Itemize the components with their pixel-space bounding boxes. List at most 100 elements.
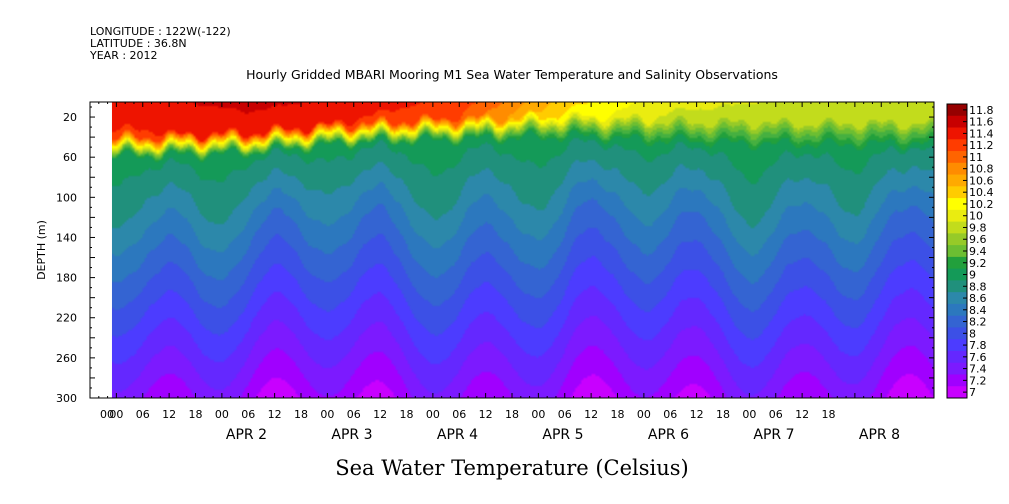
colorbar-label: 10.2 xyxy=(969,198,994,211)
variable-label: Sea Water Temperature (Celsius) xyxy=(335,456,689,480)
colorbar: 11.811.611.411.21110.810.610.410.2109.89… xyxy=(946,103,994,399)
x-day-label: APR 4 xyxy=(437,427,478,443)
x-tick-label: 06 xyxy=(241,408,255,421)
y-tick-label: 180 xyxy=(56,272,77,285)
x-tick-label: 12 xyxy=(373,408,387,421)
colorbar-swatch xyxy=(947,245,967,258)
x-tick-label: 12 xyxy=(479,408,493,421)
y-tick-label: 60 xyxy=(63,151,77,164)
colorbar-label: 8.8 xyxy=(969,280,987,293)
year-label: YEAR : 2012 xyxy=(89,49,158,62)
colorbar-swatch xyxy=(947,104,967,117)
colorbar-label: 9.6 xyxy=(969,233,987,246)
x-axis: 00 06 12 18 00 06 12 18 00 06 12 18 00 06 12 18 00 06 12 18… xyxy=(89,102,935,443)
longitude-label: LONGITUDE : 122W(-122) xyxy=(90,25,231,38)
colorbar-label: 8.2 xyxy=(969,316,987,329)
colorbar-swatch xyxy=(947,127,967,140)
x-tick-label: 18 xyxy=(716,408,730,421)
colorbar-label: 7.6 xyxy=(969,351,987,364)
x-tick-label: 00 xyxy=(742,408,756,421)
colorbar-swatch xyxy=(947,327,967,340)
colorbar-label: 9.8 xyxy=(969,221,987,234)
x-tick-label: 18 xyxy=(611,408,625,421)
x-day-label: APR 3 xyxy=(331,427,372,443)
chart-title: Hourly Gridded MBARI Mooring M1 Sea Wate… xyxy=(246,67,778,82)
colorbar-label: 9.4 xyxy=(969,245,987,258)
y-tick-label: 220 xyxy=(56,312,77,325)
x-tick-label: 00 xyxy=(215,408,229,421)
colorbar-label: 10.8 xyxy=(969,163,994,176)
x-tick-label: 12 xyxy=(690,408,704,421)
plot-area: 00 06 12 18 00 06 12 18 00 06 12 18 00 06 12 18 00 06 12 18… xyxy=(56,101,935,443)
colorbar-label: 10.6 xyxy=(969,174,994,187)
colorbar-swatch xyxy=(947,151,967,164)
colorbar-label: 8.4 xyxy=(969,304,987,317)
y-axis-label: DEPTH (m) xyxy=(35,220,48,280)
x-tick-label: 06 xyxy=(136,408,150,421)
colorbar-label: 11.8 xyxy=(969,104,994,117)
colorbar-swatch xyxy=(947,374,967,387)
colorbar-swatch xyxy=(947,162,967,176)
x-tick-label: 06 xyxy=(558,408,572,421)
colorbar-swatch xyxy=(947,339,967,352)
colorbar-swatch xyxy=(947,256,967,270)
colorbar-swatch xyxy=(947,233,967,246)
x-tick-label: 18 xyxy=(189,408,203,421)
x-day-label: APR 2 xyxy=(226,427,267,443)
colorbar-label: 11.2 xyxy=(969,139,994,152)
x-day-label: APR 6 xyxy=(648,427,689,443)
colorbar-swatch xyxy=(947,221,967,234)
colorbar-label: 11 xyxy=(969,151,983,164)
colorbar-swatch xyxy=(947,350,967,364)
colorbar-swatch xyxy=(947,198,967,211)
colorbar-label: 7 xyxy=(969,386,976,399)
temperature-heatmap xyxy=(111,102,934,398)
colorbar-label: 8.6 xyxy=(969,292,987,305)
y-tick-label: 100 xyxy=(56,191,77,204)
colorbar-label: 9.2 xyxy=(969,257,987,270)
x-tick-label: 18 xyxy=(505,408,519,421)
y-tick-label: 140 xyxy=(56,231,77,244)
colorbar-swatch xyxy=(947,362,967,375)
plot-frame xyxy=(89,101,935,399)
colorbar-swatch xyxy=(947,386,967,399)
colorbar-label: 9 xyxy=(969,269,976,282)
colorbar-label: 7.4 xyxy=(969,363,987,376)
colorbar-swatch xyxy=(947,139,967,152)
colorbar-swatch xyxy=(947,115,967,129)
x-tick-label: 06 xyxy=(452,408,466,421)
x-tick-label: 18 xyxy=(294,408,308,421)
x-tick-label: 00 xyxy=(100,408,114,421)
colorbar-swatch xyxy=(947,292,967,305)
colorbar-swatch xyxy=(947,303,967,317)
y-axis: 20 60 100 140 180 220 260 300 xyxy=(56,106,934,405)
x-day-label: APR 7 xyxy=(753,427,794,443)
x-tick-label: 00 xyxy=(426,408,440,421)
x-day-label: APR 8 xyxy=(859,427,900,443)
x-tick-label: 06 xyxy=(769,408,783,421)
colorbar-label: 10 xyxy=(969,210,983,223)
colorbar-label: 10.4 xyxy=(969,186,994,199)
colorbar-label: 8 xyxy=(969,327,976,340)
y-tick-label: 260 xyxy=(56,352,77,365)
x-tick-label: 00 xyxy=(320,408,334,421)
colorbar-swatch xyxy=(947,174,967,187)
colorbar-label: 11.4 xyxy=(969,127,994,140)
colorbar-label: 7.8 xyxy=(969,339,987,352)
colorbar-swatch xyxy=(947,186,967,199)
colorbar-label: 7.2 xyxy=(969,374,987,387)
y-tick-label: 20 xyxy=(63,111,77,124)
x-tick-label: 06 xyxy=(347,408,361,421)
x-tick-label: 12 xyxy=(795,408,809,421)
x-tick-label: 00 xyxy=(531,408,545,421)
x-tick-label: 12 xyxy=(268,408,282,421)
x-tick-label: 00 xyxy=(109,408,123,421)
x-tick-label: 06 xyxy=(663,408,677,421)
colorbar-frame xyxy=(946,103,968,399)
colorbar-swatch xyxy=(947,209,967,223)
colorbar-swatch xyxy=(947,280,967,293)
x-tick-label: 18 xyxy=(822,408,836,421)
x-day-label: APR 5 xyxy=(542,427,583,443)
colorbar-label: 11.6 xyxy=(969,116,994,129)
